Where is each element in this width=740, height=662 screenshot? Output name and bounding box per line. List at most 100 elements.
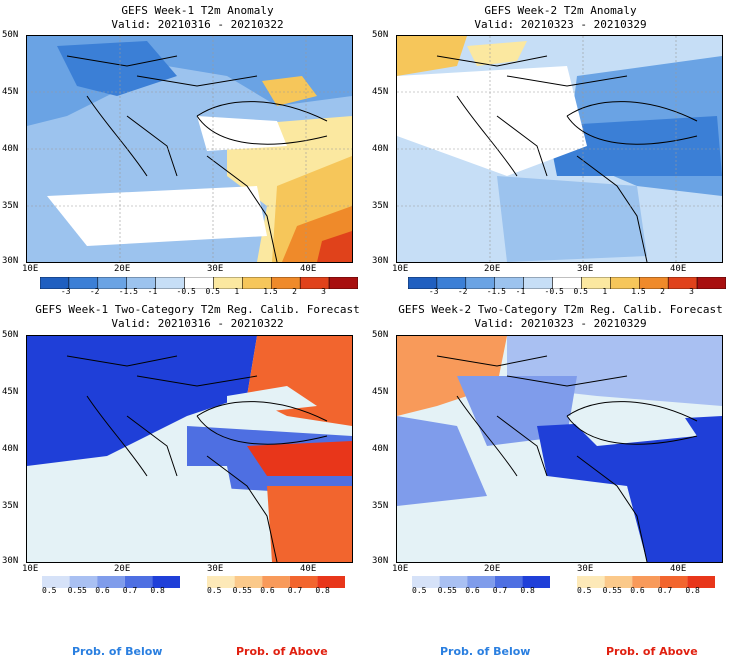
- lon-label: 20E: [114, 264, 131, 274]
- prob-below-colorbar-week2: 0.5 0.55 0.6 0.7 0.8: [412, 573, 550, 597]
- colorbar-swatch: [659, 576, 688, 588]
- map-week2-anomaly: [396, 35, 723, 263]
- colorbar-tick-label: 0.5: [577, 586, 592, 595]
- colorbar-swatch: [289, 576, 318, 588]
- colorbar-tick-label: -1.5: [486, 287, 506, 296]
- prob-below-label: Prob. of Below: [440, 645, 531, 658]
- lon-label: 10E: [22, 564, 39, 574]
- lon-label: 10E: [22, 264, 39, 274]
- lon-label: 30E: [207, 264, 224, 274]
- map-week1-probability: [26, 335, 353, 563]
- lat-label: 50N: [372, 330, 389, 340]
- colorbar-swatch: [632, 576, 660, 588]
- prob-above-label: Prob. of Above: [236, 645, 328, 658]
- lat-label: 35N: [372, 201, 389, 211]
- lon-label: 30E: [577, 564, 594, 574]
- prob-below-swatches: [412, 576, 550, 588]
- lon-label: 10E: [392, 264, 409, 274]
- colorbar-tick-label: 0.5: [412, 586, 427, 595]
- map-week1-anomaly: [26, 35, 353, 263]
- colorbar-tick-label: -1: [147, 287, 158, 296]
- lon-label: 40E: [300, 564, 317, 574]
- lat-label: 50N: [2, 330, 19, 340]
- lat-label: 40N: [372, 144, 389, 154]
- colorbar-tick-label: 1: [234, 287, 240, 296]
- colorbar-tick-label: 0.55: [232, 586, 252, 595]
- colorbar-tick-label: -0.5: [176, 287, 196, 296]
- lat-label: 30N: [2, 256, 19, 266]
- anomaly-colorbar-week1: -3 -2 -1.5 -1 -0.5 0.5 1 1.5 2 3: [39, 274, 359, 298]
- colorbar-swatch: [234, 576, 263, 588]
- prob-above-swatches: [577, 576, 715, 588]
- colorbar-swatch: [696, 276, 727, 290]
- colorbar-tick-label: 0.55: [67, 586, 87, 595]
- lat-label: 30N: [2, 556, 19, 566]
- colorbar-tick-label: 0.8: [315, 586, 330, 595]
- lat-label: 35N: [2, 201, 19, 211]
- colorbar-tick-label: -1.5: [118, 287, 138, 296]
- panel4-title: GEFS Week-2 Two-Category T2m Reg. Calib.…: [398, 303, 723, 330]
- prob-below-colorbar-week1: 0.5 0.55 0.6 0.7 0.8: [42, 573, 180, 597]
- lat-label: 40N: [2, 144, 19, 154]
- lat-label: 45N: [372, 387, 389, 397]
- lat-label: 40N: [372, 444, 389, 454]
- colorbar-swatch: [577, 576, 605, 588]
- lat-label: 35N: [372, 501, 389, 511]
- colorbar-tick-label: 0.55: [602, 586, 622, 595]
- colorbar-tick-label: 0.6: [630, 586, 645, 595]
- lat-label: 45N: [372, 87, 389, 97]
- colorbar-swatch: [467, 576, 495, 588]
- colorbar-swatch: [604, 576, 633, 588]
- colorbar-tick-label: 0.5: [573, 287, 588, 296]
- colorbar-tick-label: -0.5: [544, 287, 564, 296]
- colorbar-swatch: [207, 576, 235, 588]
- colorbar-tick-label: 0.5: [42, 586, 57, 595]
- lon-label: 20E: [114, 564, 131, 574]
- lat-label: 50N: [2, 30, 19, 40]
- lon-label: 20E: [484, 564, 501, 574]
- colorbar-tick-label: 1.5: [263, 287, 278, 296]
- anomaly-colorbar-swatches: [407, 276, 727, 290]
- colorbar-tick-label: -3: [60, 287, 71, 296]
- colorbar-tick-label: -3: [428, 287, 439, 296]
- colorbar-tick-label: 0.7: [287, 586, 303, 595]
- colorbar-tick-label: 2: [292, 287, 297, 296]
- lon-label: 40E: [300, 264, 317, 274]
- colorbar-tick-label: -2: [89, 287, 100, 296]
- colorbar-swatch: [97, 576, 125, 588]
- colorbar-swatch: [42, 576, 70, 588]
- colorbar-tick-label: -1: [515, 287, 526, 296]
- colorbar-tick-label: 0.5: [205, 287, 220, 296]
- colorbar-tick-label: 0.8: [150, 586, 165, 595]
- lat-label: 45N: [2, 387, 19, 397]
- colorbar-tick-label: 0.7: [122, 586, 138, 595]
- prob-below-swatches: [42, 576, 180, 588]
- colorbar-tick-label: 0.8: [685, 586, 700, 595]
- prob-above-swatches: [207, 576, 345, 588]
- lat-label: 30N: [372, 556, 389, 566]
- map-week1-probability-graphic: [27, 336, 352, 562]
- colorbar-swatch: [328, 276, 359, 290]
- lon-label: 40E: [670, 564, 687, 574]
- colorbar-tick-label: 1: [602, 287, 608, 296]
- colorbar-tick-label: 0.7: [492, 586, 508, 595]
- colorbar-tick-label: -2: [457, 287, 468, 296]
- colorbar-tick-label: 3: [689, 287, 694, 296]
- panel2-title: GEFS Week-2 T2m Anomaly Valid: 20210323 …: [474, 4, 647, 31]
- lon-label: 30E: [207, 564, 224, 574]
- lon-label: 10E: [392, 564, 409, 574]
- colorbar-tick-label: 2: [660, 287, 665, 296]
- colorbar-swatch: [439, 576, 468, 588]
- lat-label: 40N: [2, 444, 19, 454]
- panel1-title: GEFS Week-1 T2m Anomaly Valid: 20210316 …: [111, 4, 284, 31]
- colorbar-tick-label: 0.6: [465, 586, 480, 595]
- lon-label: 20E: [484, 264, 501, 274]
- colorbar-tick-label: 0.5: [207, 586, 222, 595]
- map-week1-anomaly-graphic: [27, 36, 352, 262]
- prob-above-label: Prob. of Above: [606, 645, 698, 658]
- colorbar-swatch: [69, 576, 98, 588]
- colorbar-tick-label: 1.5: [631, 287, 646, 296]
- colorbar-swatch: [522, 576, 550, 588]
- lat-label: 50N: [372, 30, 389, 40]
- colorbar-swatch: [124, 576, 153, 588]
